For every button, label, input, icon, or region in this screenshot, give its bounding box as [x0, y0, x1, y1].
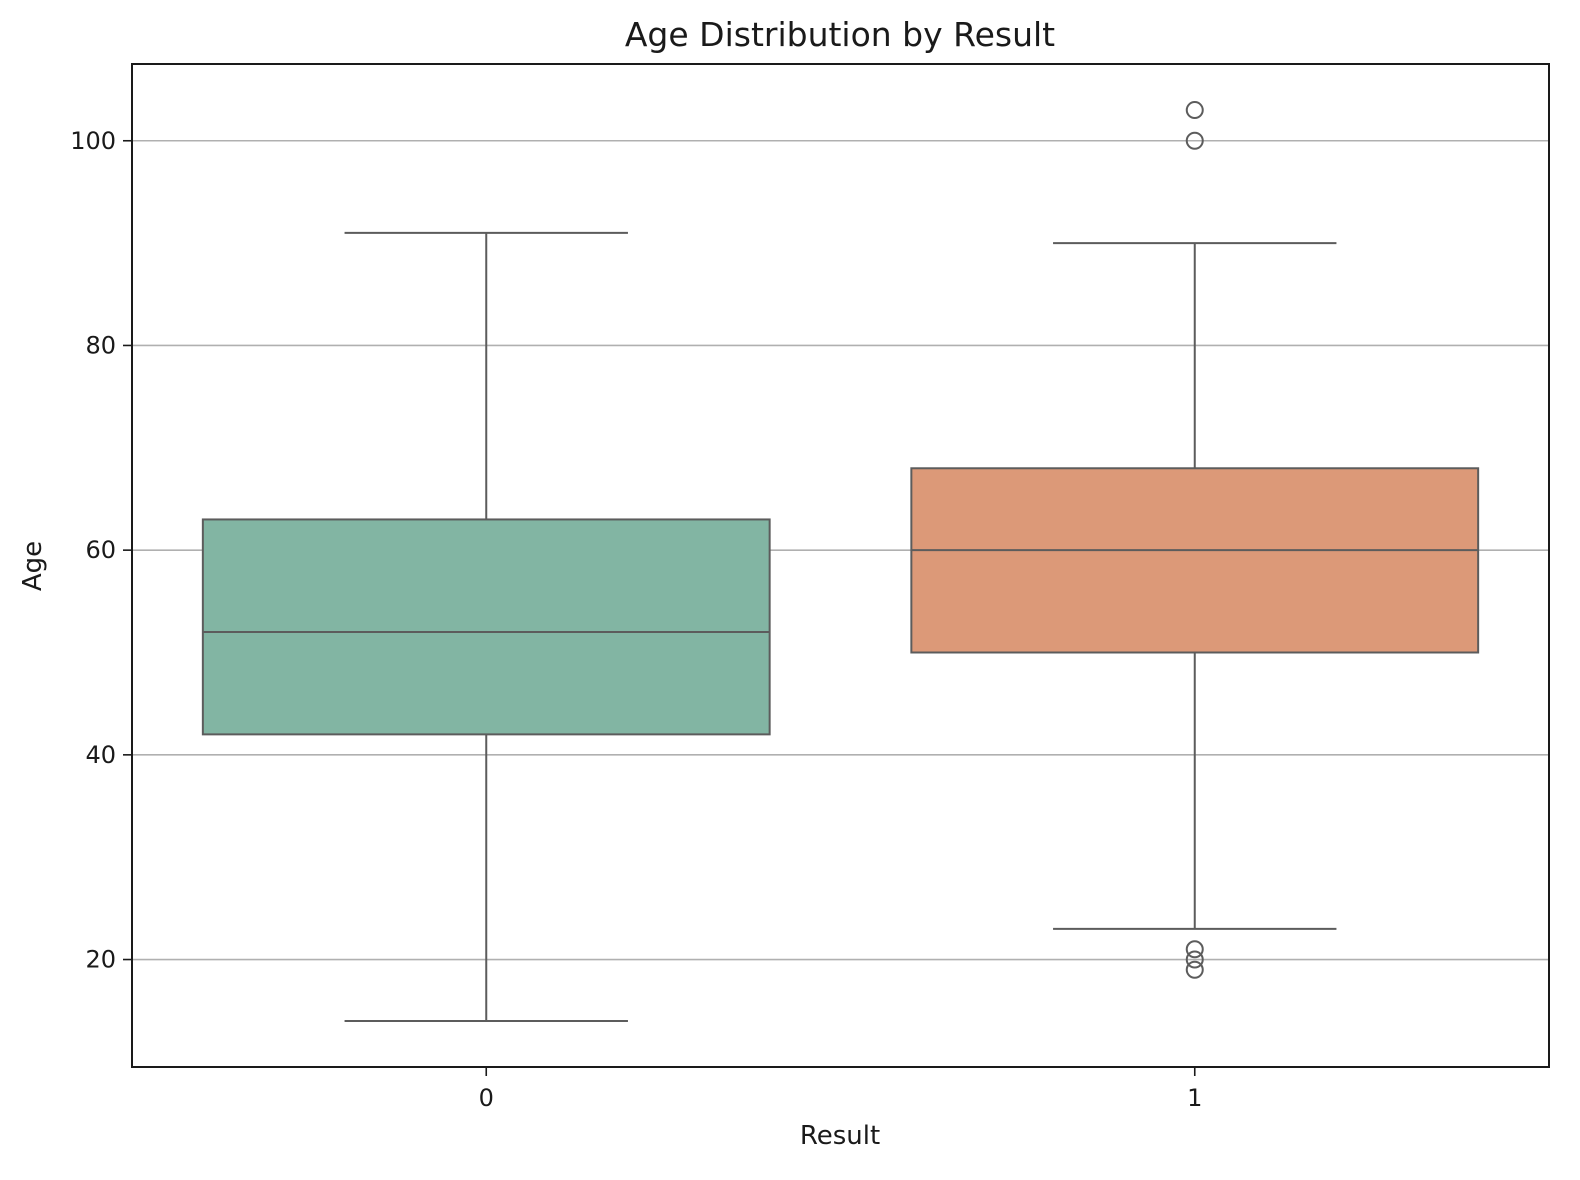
y-tick-label: 40: [85, 741, 116, 769]
y-axis-label: Age: [18, 541, 48, 591]
y-axis-ticks: 20 40 60 80 100: [70, 127, 132, 974]
x-tick-label: 1: [1187, 1084, 1202, 1112]
outlier-point: [1185, 960, 1204, 979]
plot-frame: [131, 63, 1550, 1068]
y-tick-label: 80: [85, 331, 116, 359]
box-1: [910, 101, 1480, 979]
y-tick-label: 20: [85, 946, 116, 974]
x-axis-label: Result: [800, 1121, 880, 1151]
iqr-box: [201, 518, 771, 736]
box-0: [201, 231, 771, 1022]
iqr-box: [910, 467, 1480, 654]
x-tick-label: 0: [479, 1084, 494, 1112]
box-group: [201, 101, 1480, 1022]
outlier-point: [1185, 940, 1204, 959]
outlier-point: [1185, 131, 1204, 150]
chart-title: Age Distribution by Result: [625, 15, 1055, 54]
outlier-point: [1185, 101, 1204, 120]
y-tick-label: 100: [70, 127, 116, 155]
outlier-point: [1185, 950, 1204, 969]
y-tick-label: 60: [85, 536, 116, 564]
